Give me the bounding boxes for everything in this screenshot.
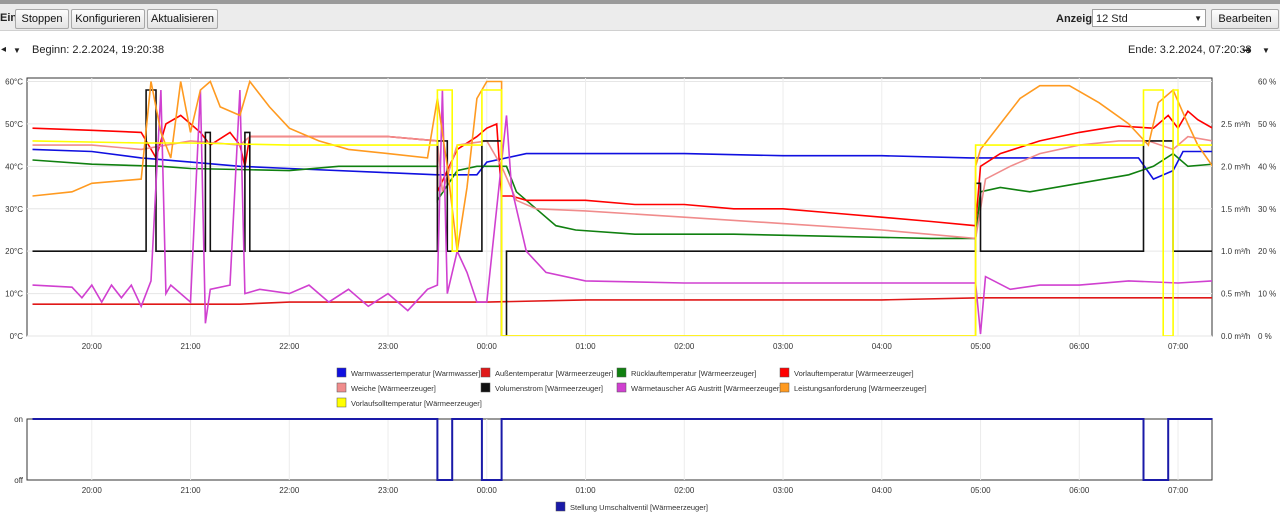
- series-line: [32, 79, 1212, 336]
- valve-x-tick-label: 02:00: [674, 486, 695, 495]
- chevron-down-icon: ▼: [1194, 14, 1202, 23]
- x-tick-label: 01:00: [576, 342, 597, 351]
- refresh-button[interactable]: Aktualisieren: [147, 9, 218, 29]
- x-tick-label: 00:00: [477, 342, 498, 351]
- y-right1-tick-label: 2.0 m³/h: [1221, 162, 1250, 171]
- valve-legend-label: Stellung Umschaltventil [Wärmeerzeuger]: [570, 503, 708, 512]
- valve-x-tick-label: 22:00: [279, 486, 300, 495]
- series-line: [32, 148, 1212, 181]
- time-range-bar: ◂ ▼ Beginn: 2.2.2024, 19:20:38 Ende: 3.2…: [0, 40, 1280, 60]
- legend-swatch: [616, 382, 627, 393]
- legend-label: Weiche [Wärmeerzeuger]: [351, 384, 436, 393]
- end-dropdown-icon[interactable]: ▼: [1262, 46, 1270, 55]
- y-left-tick-label: 0°C: [10, 332, 24, 341]
- y-right1-tick-label: 1.0 m³/h: [1221, 247, 1250, 256]
- x-tick-label: 04:00: [872, 342, 893, 351]
- x-tick-label: 20:00: [82, 342, 103, 351]
- legend-label: Leistungsanforderung [Wärmeerzeuger]: [794, 384, 927, 393]
- begin-dropdown-icon[interactable]: ▼: [13, 46, 21, 55]
- legend-swatch: [336, 382, 347, 393]
- valve-series-line: [32, 418, 1213, 481]
- legend-label: Außentemperatur [Wärmeerzeuger]: [495, 369, 613, 378]
- ein-label: Ein: [0, 12, 18, 24]
- valve-y-tick-label: off: [14, 476, 24, 485]
- window-top-strip: [0, 0, 1280, 4]
- valve-x-tick-label: 07:00: [1168, 486, 1189, 495]
- y-right2-tick-label: 50 %: [1258, 120, 1276, 129]
- x-tick-label: 03:00: [773, 342, 794, 351]
- range-end: Ende: 3.2.2024, 07:20:38: [1128, 44, 1252, 56]
- legend-label: Rücklauftemperatur [Wärmeerzeuger]: [631, 369, 756, 378]
- y-right1-tick-label: 0.0 m³/h: [1221, 332, 1250, 341]
- series-line: [32, 89, 1212, 336]
- y-left-tick-label: 20°C: [5, 247, 23, 256]
- legend-swatch: [779, 382, 790, 393]
- y-left-tick-label: 30°C: [5, 205, 23, 214]
- y-right1-tick-label: 2.5 m³/h: [1221, 120, 1250, 129]
- configure-button[interactable]: Konfigurieren: [71, 9, 145, 29]
- y-right2-tick-label: 20 %: [1258, 247, 1276, 256]
- back-arrow-icon[interactable]: ◂: [1, 44, 7, 55]
- valve-y-tick-label: on: [14, 415, 23, 424]
- display-select[interactable]: 12 Std ▼: [1092, 9, 1206, 27]
- y-left-tick-label: 50°C: [5, 120, 23, 129]
- y-right2-tick-label: 60 %: [1258, 78, 1276, 87]
- legend-swatch: [480, 382, 491, 393]
- valve-x-tick-label: 03:00: [773, 486, 794, 495]
- y-right1-tick-label: 1.5 m³/h: [1221, 205, 1250, 214]
- valve-x-tick-label: 06:00: [1069, 486, 1090, 495]
- legend-swatch: [616, 367, 627, 378]
- x-tick-label: 22:00: [279, 342, 300, 351]
- valve-x-tick-label: 04:00: [872, 486, 893, 495]
- plot-area: [26, 77, 1213, 337]
- y-right2-tick-label: 0 %: [1258, 332, 1272, 341]
- legend-swatch: [336, 397, 347, 408]
- valve-chart: off on 20:00 21:00 22:00 23:00 00:00 01:00 02:00…: [14, 415, 1213, 512]
- x-tick-label: 21:00: [181, 342, 202, 351]
- valve-x-tick-label: 21:00: [181, 486, 202, 495]
- x-tick-label: 05:00: [971, 342, 992, 351]
- temperature-chart: 0°C 10°C 20°C 30°C 40°C 50°C 60°C 0.0 m³/h 0.5 m…: [5, 77, 1276, 408]
- valve-x-tick-label: 20:00: [82, 486, 103, 495]
- y-left-tick-label: 60°C: [5, 78, 23, 87]
- valve-legend-swatch: [555, 501, 566, 512]
- valve-x-tick-label: 00:00: [477, 486, 498, 495]
- x-tick-label: 06:00: [1069, 342, 1090, 351]
- display-label: Anzeige: [1056, 13, 1099, 25]
- legend-label: Volumenstrom [Wärmeerzeuger]: [495, 384, 603, 393]
- valve-x-tick-label: 05:00: [971, 486, 992, 495]
- legend-swatch: [480, 367, 491, 378]
- y-right2-tick-label: 40 %: [1258, 162, 1276, 171]
- y-right1-tick-label: 0.5 m³/h: [1221, 290, 1250, 299]
- legend-swatch: [779, 367, 790, 378]
- series-line: [32, 89, 1212, 336]
- x-tick-label: 02:00: [674, 342, 695, 351]
- valve-x-tick-label: 23:00: [378, 486, 399, 495]
- stop-button[interactable]: Stoppen: [15, 9, 69, 29]
- range-begin: Beginn: 2.2.2024, 19:20:38: [32, 44, 165, 56]
- series-line: [32, 89, 1212, 334]
- series-line: [32, 297, 1212, 305]
- legend-label: Vorlauftemperatur [Wärmeerzeuger]: [794, 369, 914, 378]
- y-right2-tick-label: 30 %: [1258, 205, 1276, 214]
- series-line: [32, 152, 1212, 240]
- valve-x-tick-label: 01:00: [576, 486, 597, 495]
- x-tick-label: 07:00: [1168, 342, 1189, 351]
- forward-arrow-icon[interactable]: ➜: [1242, 43, 1253, 57]
- display-select-value: 12 Std: [1096, 13, 1128, 25]
- edit-button[interactable]: Bearbeiten: [1211, 9, 1279, 29]
- series-line: [32, 135, 1212, 240]
- y-left-tick-label: 40°C: [5, 162, 23, 171]
- legend-swatch: [336, 367, 347, 378]
- legend-label: Vorlaufsolltemperatur [Wärmeerzeuger]: [351, 399, 482, 408]
- y-left-tick-label: 10°C: [5, 290, 23, 299]
- toolbar: Ein Stoppen Konfigurieren Aktualisieren …: [0, 4, 1280, 31]
- valve-plot-area: [26, 418, 1213, 481]
- y-right2-tick-label: 10 %: [1258, 290, 1276, 299]
- legend-label: Wärmetauscher AG Austritt [Wärmeerzeuger…: [631, 384, 781, 393]
- legend-label: Warmwassertemperatur [Warmwasser]: [351, 369, 480, 378]
- x-tick-label: 23:00: [378, 342, 399, 351]
